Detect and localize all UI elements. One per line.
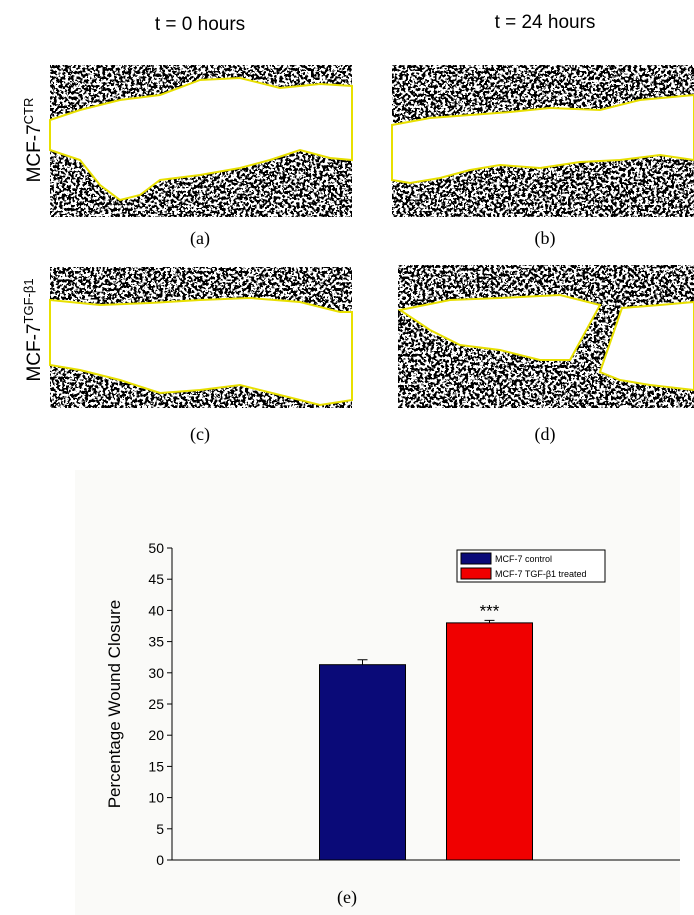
y-tick-label: 50 <box>148 540 164 556</box>
row-label: MCF-7CTR <box>21 98 45 183</box>
y-tick-label: 35 <box>148 634 164 650</box>
y-axis-label: Percentage Wound Closure <box>105 600 124 809</box>
column-title: t = 24 hours <box>495 12 596 33</box>
row-label-text: MCF-7CTR <box>21 98 45 183</box>
error-bar <box>357 659 368 665</box>
chart: Percentage Wound Closure (e) 0 5 10 15 20 25 3… <box>105 540 680 908</box>
micrograph <box>49 267 353 408</box>
image-label: (b) <box>535 228 556 249</box>
y-tick-label: 20 <box>148 727 164 743</box>
column-title: t = 0 hours <box>155 14 245 35</box>
row-label-text: MCF-7TGF-β1 <box>21 278 45 381</box>
micrograph <box>49 65 353 217</box>
micrograph <box>397 265 694 408</box>
row-label-sup: TGF-β1 <box>21 278 36 323</box>
bar <box>319 664 406 861</box>
row-label: MCF-7TGF-β1 <box>21 278 45 381</box>
legend-swatch <box>460 552 492 565</box>
image-label: (d) <box>535 424 556 445</box>
y-tick-label: 25 <box>148 696 164 712</box>
error-bar <box>484 619 495 623</box>
chart-label: (e) <box>337 887 357 908</box>
legend-swatch <box>460 567 492 580</box>
y-tick-label: 45 <box>148 571 164 587</box>
row-label-base: MCF-7 <box>24 323 45 381</box>
legend-label: MCF-7 control <box>495 554 552 564</box>
row-label-sup: CTR <box>21 98 36 125</box>
y-tick-label: 30 <box>148 665 164 681</box>
significance: *** <box>480 601 500 620</box>
bar <box>446 622 533 861</box>
y-tick-label: 15 <box>148 758 164 774</box>
y-tick-label: 5 <box>156 821 164 837</box>
micrograph <box>391 65 694 217</box>
legend-label: MCF-7 TGF-β1 treated <box>495 569 587 579</box>
y-tick-label: 10 <box>148 790 164 806</box>
image-label: (a) <box>190 228 210 249</box>
row-label-base: MCF-7 <box>24 124 45 182</box>
image-label: (c) <box>190 424 210 445</box>
y-tick-label: 40 <box>148 602 164 618</box>
y-tick-label: 0 <box>156 852 164 868</box>
